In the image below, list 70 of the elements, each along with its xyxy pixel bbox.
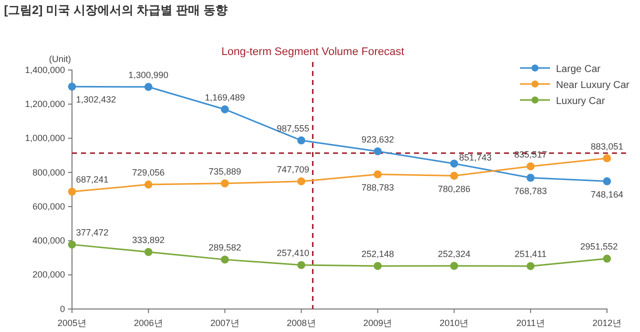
y-tick-label: 200,000	[32, 270, 65, 280]
point	[374, 262, 382, 270]
data-label: 768,783	[514, 186, 547, 196]
x-tick-label: 2012년	[592, 318, 622, 328]
data-label: 257,410	[276, 248, 310, 258]
chart-title: [그림2] 미국 시장에서의 차급별 판매 동향	[4, 3, 228, 17]
data-label: 687,241	[76, 174, 109, 185]
point	[68, 188, 76, 196]
data-label: 251,411	[514, 249, 547, 260]
point	[603, 154, 611, 162]
point	[144, 82, 152, 91]
point	[526, 262, 535, 270]
data-label: 923,632	[361, 134, 394, 144]
data-label: 252,324	[438, 248, 470, 259]
data-label: 883,051	[590, 141, 624, 152]
y-tick-label: 400,000	[32, 236, 65, 246]
point	[144, 248, 152, 256]
legend-label: Luxury Car	[556, 96, 606, 107]
point	[450, 172, 458, 180]
data-label: 788,783	[361, 182, 394, 192]
point	[297, 261, 306, 270]
point	[68, 82, 76, 91]
x-tick-label: 2005년	[57, 318, 87, 328]
point	[450, 160, 458, 168]
data-label: 2951,552	[580, 242, 618, 252]
y-tick-label: 1,000,000	[24, 133, 65, 144]
data-label: 780,286	[438, 184, 470, 194]
data-label: 987,555	[276, 123, 310, 134]
point	[603, 177, 611, 186]
data-label: 377,472	[76, 228, 109, 238]
point	[603, 254, 611, 263]
point	[220, 105, 229, 114]
data-label: 735,889	[208, 166, 242, 176]
x-tick-label: 2011년	[516, 318, 545, 328]
point	[526, 174, 535, 182]
point	[297, 177, 306, 186]
point	[526, 162, 535, 170]
data-label: 252,148	[361, 248, 394, 259]
y-tick-label: 0	[60, 304, 65, 314]
x-tick-label: 2006년	[134, 318, 163, 328]
legend-label: Near Luxury Car	[556, 80, 630, 91]
data-label: 1,300,990	[128, 70, 168, 80]
x-tick-label: 2008년	[286, 318, 316, 328]
point	[450, 262, 458, 270]
y-tick-label: 1,200,000	[24, 99, 65, 110]
data-label: 835,517	[514, 149, 547, 160]
data-label: 1,302,432	[76, 94, 116, 105]
y-axis-title: (Unit)	[49, 54, 71, 64]
legend-label: Large Car	[556, 64, 602, 75]
point	[68, 240, 76, 249]
data-label: 851,743	[459, 152, 492, 163]
point	[220, 256, 229, 264]
ref-line-label: Long-term Segment Volume Forecast	[221, 46, 404, 58]
data-label: 729,056	[132, 168, 165, 178]
point	[297, 136, 306, 144]
point	[220, 179, 229, 188]
point	[374, 147, 382, 156]
y-tick-label: 1,400,000	[24, 64, 65, 75]
x-tick-label: 2009년	[363, 318, 392, 328]
data-label: 289,582	[208, 242, 242, 253]
y-tick-label: 600,000	[32, 201, 65, 212]
data-label: 748,164	[590, 189, 624, 200]
x-tick-label: 2010년	[440, 318, 469, 328]
data-label: 747,709	[276, 164, 310, 174]
point	[144, 180, 152, 189]
data-label: 333,892	[132, 235, 165, 245]
point	[374, 170, 382, 178]
x-tick-label: 2007년	[210, 318, 240, 328]
data-label: 1,169,489	[204, 92, 245, 102]
y-tick-label: 800,000	[32, 167, 65, 178]
